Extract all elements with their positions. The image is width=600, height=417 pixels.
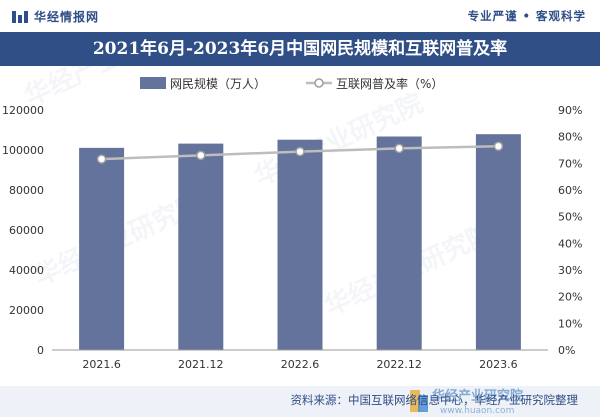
legend-bar-label: 网民规模（万人） — [170, 76, 266, 91]
footer: 华经产业研究院 www.huaon.com 资料来源：中国互联网络信息中心，华经… — [0, 386, 600, 417]
line-series — [96, 141, 504, 164]
rate-point — [196, 150, 206, 161]
rate-point — [493, 141, 504, 152]
footer-logo: 华经产业研究院 www.huaon.com — [410, 388, 523, 416]
legend-line-label: 互联网普及率（%） — [336, 76, 443, 91]
footer-logo-text: 华经产业研究院 — [432, 388, 523, 404]
left-tick-label: 20000 — [9, 304, 44, 317]
brand: 华经情报网 — [12, 7, 99, 25]
legend-line-marker — [314, 78, 324, 88]
bar — [475, 134, 521, 350]
x-tick-label: 2022.12 — [376, 358, 422, 371]
chart-title: 2021年6月-2023年6月中国网民规模和互联网普及率 — [92, 39, 508, 59]
bar — [79, 147, 125, 350]
rate-point — [96, 154, 107, 164]
rate-point — [295, 146, 305, 157]
top-bar: 华经情报网 专业严谨 • 客观科学 — [0, 0, 600, 32]
legend: 网民规模（万人） 互联网普及率（%） — [140, 76, 443, 91]
right-tick-label: 20% — [558, 291, 582, 304]
footer-logo-url: www.huaon.com — [440, 406, 514, 416]
bar — [277, 139, 323, 350]
x-tick-label: 2023.6 — [479, 358, 518, 371]
chart-area: 华经产业研究院 华经产业研究院 华经产业研究院 华经产业研究院 网民规模（万人）… — [2, 66, 582, 371]
brand-logo-icon — [12, 9, 28, 23]
x-axis: 2021.6 2021.12 2022.6 2022.12 2023.6 — [52, 349, 548, 371]
bar — [376, 136, 422, 350]
legend-bar-swatch — [140, 77, 166, 89]
bar-series — [79, 134, 521, 350]
source-note: 资料来源：中国互联网络信息中心，华经产业研究院整理 — [290, 393, 579, 407]
right-tick-label: 0% — [558, 344, 575, 357]
bar — [178, 143, 224, 350]
right-tick-label: 40% — [558, 237, 582, 250]
right-tick-label: 30% — [558, 264, 582, 277]
rate-point — [394, 143, 404, 154]
left-tick-label: 0 — [37, 344, 44, 357]
slogan: 专业严谨 • 客观科学 — [467, 9, 586, 23]
right-tick-label: 80% — [558, 131, 582, 144]
x-tick-label: 2021.12 — [178, 358, 224, 371]
right-tick-label: 90% — [558, 104, 582, 117]
right-tick-label: 70% — [558, 157, 582, 170]
right-tick-label: 10% — [558, 317, 582, 330]
x-tick-label: 2022.6 — [281, 358, 320, 371]
left-tick-label: 60000 — [9, 224, 44, 237]
left-tick-label: 40000 — [9, 264, 44, 277]
left-tick-label: 120000 — [2, 104, 44, 117]
left-tick-label: 100000 — [2, 144, 44, 157]
title-bar: 2021年6月-2023年6月中国网民规模和互联网普及率 — [0, 32, 600, 66]
left-tick-label: 80000 — [9, 184, 44, 197]
left-axis: 0 20000 40000 60000 80000 100000 120000 — [2, 104, 44, 357]
x-tick-label: 2021.6 — [82, 358, 121, 371]
brand-name: 华经情报网 — [34, 9, 100, 24]
right-tick-label: 50% — [558, 211, 582, 224]
huajing-logo-icon — [410, 390, 428, 412]
right-axis: 0% 10% 20% 30% 40% 50% 60% 70% 80% 90% — [558, 104, 582, 357]
right-tick-label: 60% — [558, 184, 582, 197]
